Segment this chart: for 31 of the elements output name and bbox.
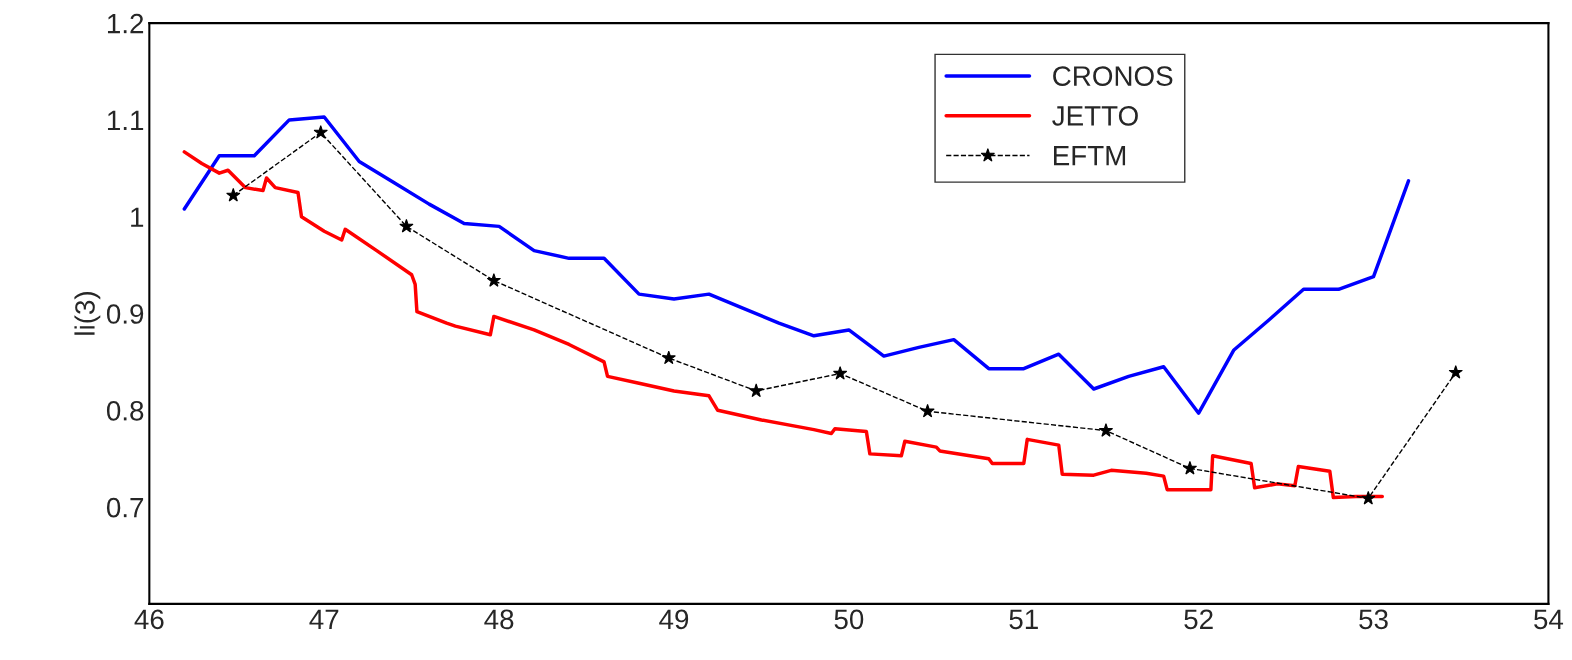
point bbox=[1098, 423, 1114, 437]
x-tick-label: 49 bbox=[659, 609, 689, 630]
x-tick-label: 54 bbox=[1534, 609, 1564, 630]
point bbox=[399, 218, 414, 233]
point bbox=[833, 366, 848, 380]
x-tick-label: 52 bbox=[1184, 609, 1213, 630]
point bbox=[313, 125, 328, 139]
point bbox=[661, 350, 676, 365]
x-tick-label: 47 bbox=[309, 609, 339, 629]
legend-label: CRONOS bbox=[1053, 66, 1173, 86]
y-tick-label: 0.8 bbox=[106, 400, 144, 421]
y-tick-label: 0.7 bbox=[106, 497, 144, 518]
legend-label: EFTM bbox=[1054, 146, 1126, 166]
x-tick-label: 48 bbox=[484, 609, 514, 630]
x-tick-label: 51 bbox=[1009, 609, 1038, 630]
point bbox=[226, 187, 241, 202]
y-tick-label: 1.1 bbox=[107, 110, 144, 130]
point bbox=[1361, 490, 1376, 505]
point bbox=[1182, 460, 1198, 475]
point bbox=[920, 403, 935, 418]
point bbox=[486, 273, 501, 287]
x-tick-label: 53 bbox=[1359, 609, 1388, 630]
x-tick-label: 46 bbox=[134, 609, 164, 630]
point bbox=[1448, 365, 1463, 379]
legend-label: JETTO bbox=[1052, 106, 1138, 126]
y-tick-label: 1 bbox=[131, 207, 144, 227]
y-tick-label: 1.2 bbox=[107, 13, 144, 34]
x-tick-label: 50 bbox=[834, 609, 864, 630]
point bbox=[749, 383, 764, 398]
y-axis-title: li(3) bbox=[74, 292, 101, 335]
y-tick-label: 0.9 bbox=[106, 304, 144, 324]
